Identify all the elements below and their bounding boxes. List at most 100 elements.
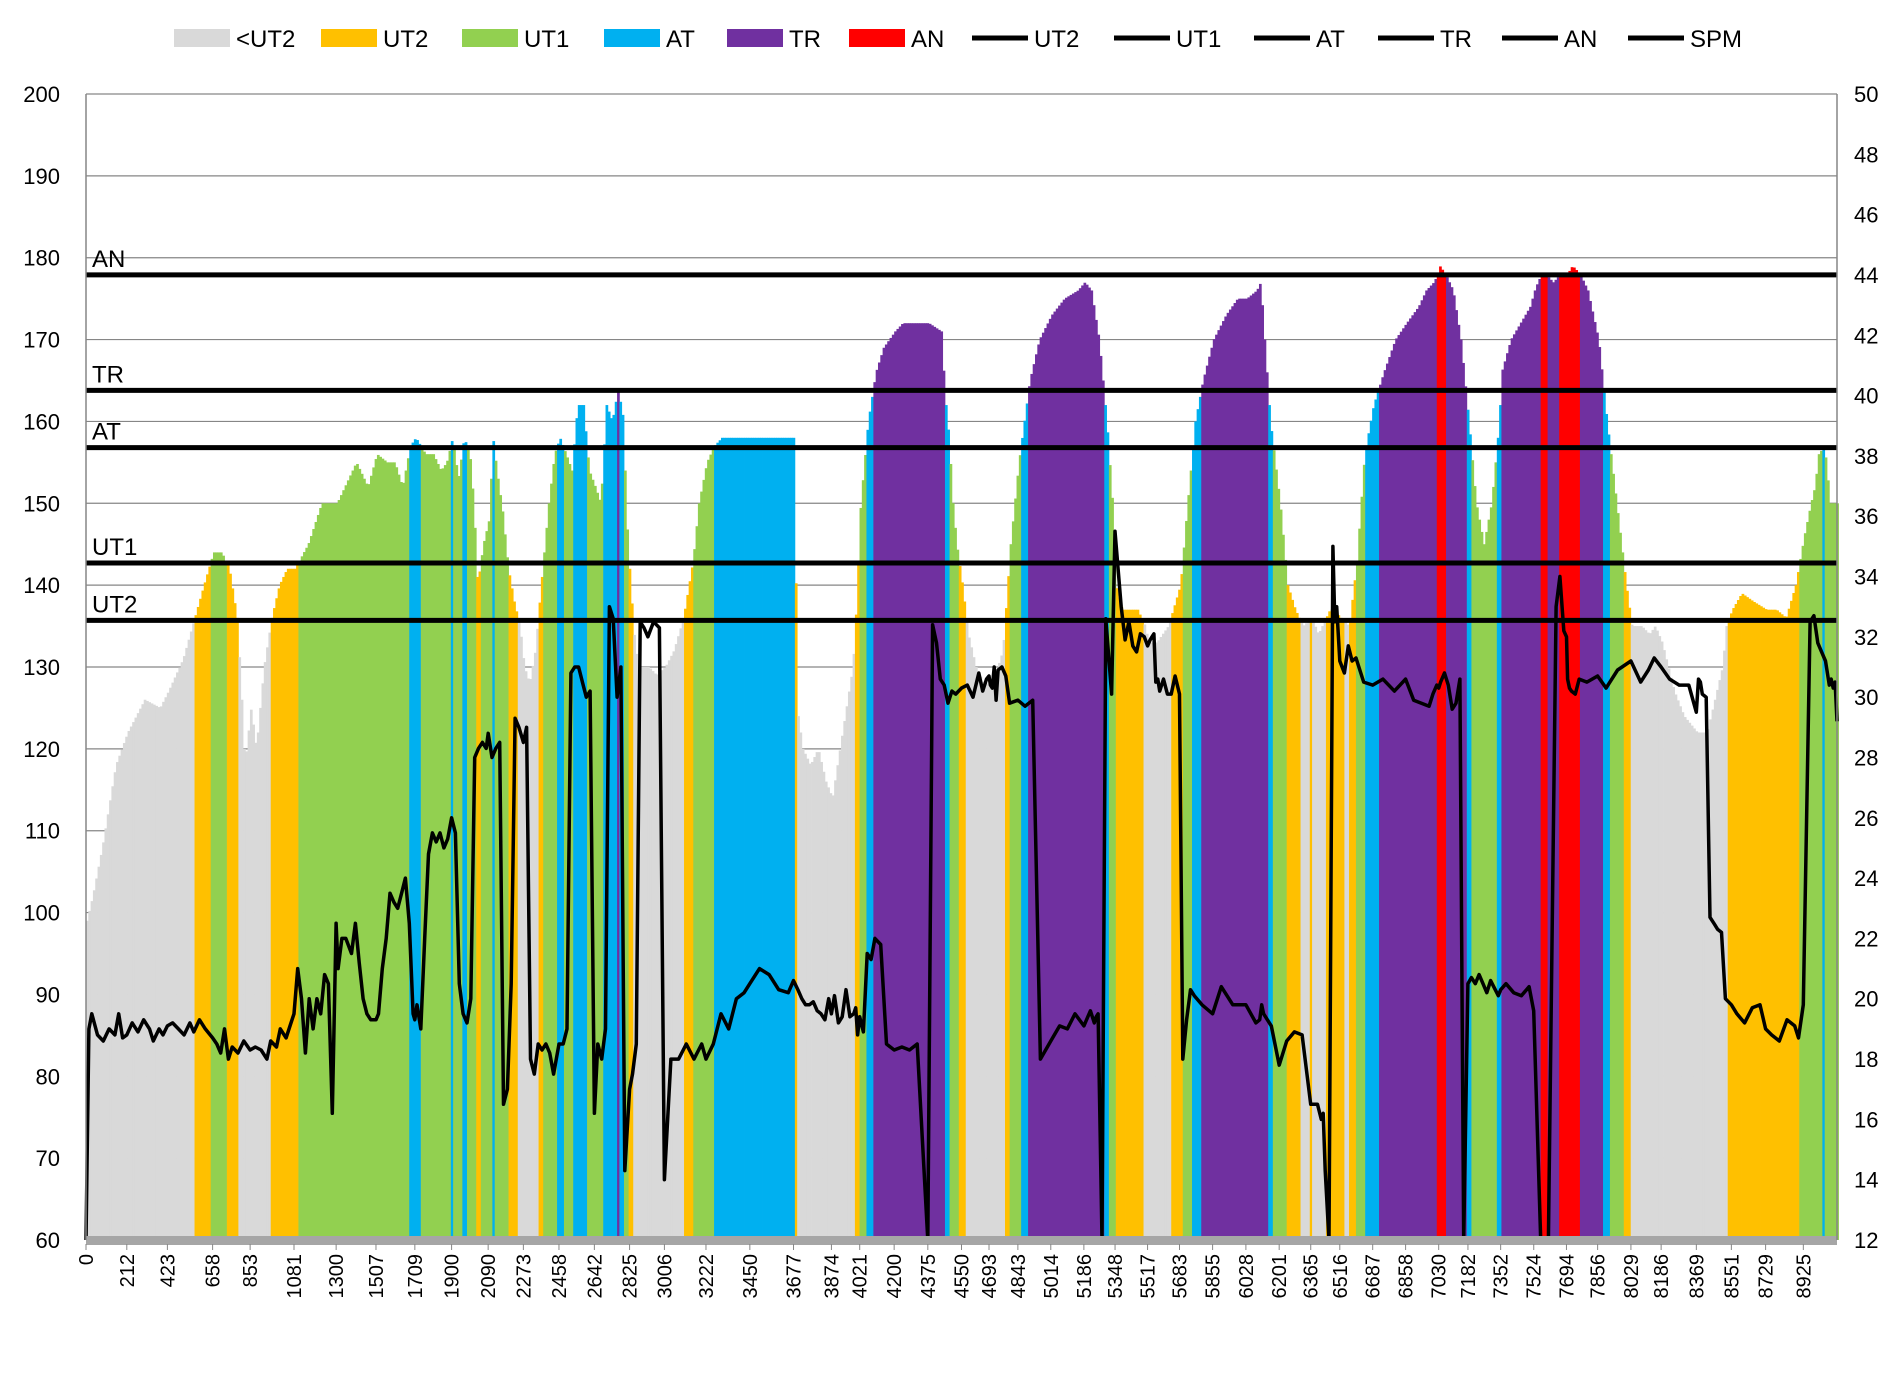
hr-bar bbox=[1593, 322, 1597, 1240]
hr-bar bbox=[1321, 626, 1325, 1240]
hr-bar bbox=[533, 652, 537, 1240]
hr-bar bbox=[1399, 331, 1403, 1240]
hr-bar bbox=[847, 691, 851, 1240]
hr-bar bbox=[1256, 288, 1260, 1240]
hr-bar bbox=[1718, 680, 1722, 1240]
hr-bar bbox=[432, 454, 436, 1241]
hr-bar bbox=[136, 713, 140, 1240]
hr-bar bbox=[741, 437, 745, 1240]
hr-bar bbox=[460, 459, 463, 1241]
hr-bar bbox=[970, 647, 974, 1240]
hr-bar bbox=[1831, 503, 1835, 1240]
hr-bar bbox=[1018, 455, 1022, 1240]
hr-bar bbox=[1577, 272, 1581, 1240]
hr-bar bbox=[1704, 732, 1708, 1240]
hr-bar bbox=[298, 560, 302, 1240]
hr-bar bbox=[1171, 613, 1174, 1240]
hr-bar bbox=[113, 772, 117, 1240]
hr-bar bbox=[330, 503, 334, 1240]
hr-bar bbox=[120, 749, 124, 1240]
hr-bar bbox=[226, 565, 230, 1240]
hr-bar bbox=[882, 347, 886, 1240]
x-tick-label: 5348 bbox=[1105, 1254, 1127, 1299]
hr-bar bbox=[769, 437, 773, 1240]
hr-bar bbox=[1023, 420, 1027, 1240]
hr-bar bbox=[164, 697, 168, 1240]
hr-bar bbox=[406, 458, 410, 1240]
hr-bar bbox=[307, 543, 311, 1240]
hr-bar bbox=[446, 460, 449, 1241]
hr-bar bbox=[734, 437, 738, 1240]
hr-bar bbox=[1175, 597, 1179, 1240]
hr-bar bbox=[582, 405, 586, 1240]
hr-bar bbox=[252, 724, 255, 1240]
hr-bar bbox=[573, 444, 576, 1240]
hr-bar bbox=[877, 362, 881, 1240]
y-left-tick-label: 100 bbox=[23, 901, 60, 926]
hr-bar bbox=[1790, 600, 1793, 1240]
hr-bar bbox=[1769, 609, 1772, 1240]
hr-bar bbox=[1097, 334, 1101, 1240]
hr-bar bbox=[711, 449, 715, 1240]
hr-bar bbox=[173, 677, 177, 1240]
hr-bar bbox=[926, 323, 930, 1240]
hr-bar bbox=[1796, 572, 1800, 1240]
x-tick-label: 8551 bbox=[1721, 1254, 1743, 1299]
hr-bar bbox=[1081, 285, 1084, 1240]
hr-bar bbox=[1150, 642, 1154, 1240]
hr-bar bbox=[935, 328, 939, 1241]
hr-bar bbox=[99, 854, 103, 1240]
hr-bar bbox=[1510, 338, 1514, 1240]
hr-bar bbox=[1434, 278, 1438, 1240]
hr-bar bbox=[880, 355, 884, 1241]
hr-bar bbox=[1443, 272, 1447, 1241]
hr-bar bbox=[1760, 606, 1763, 1240]
hr-bar bbox=[580, 405, 583, 1240]
hr-bar bbox=[552, 463, 556, 1241]
hr-bar bbox=[1764, 609, 1768, 1240]
hr-bar bbox=[522, 658, 526, 1240]
hr-bar bbox=[963, 601, 967, 1240]
hr-bar bbox=[1725, 626, 1729, 1240]
hr-bar bbox=[1501, 369, 1505, 1241]
hr-bar bbox=[1288, 592, 1292, 1240]
hr-bar bbox=[1138, 614, 1142, 1240]
hr-bar bbox=[790, 437, 793, 1240]
hr-bar bbox=[1612, 473, 1615, 1240]
hr-bar bbox=[718, 440, 722, 1240]
hr-bar bbox=[1152, 642, 1156, 1240]
hr-bar bbox=[1787, 608, 1791, 1240]
hr-bar bbox=[647, 667, 650, 1240]
hr-bar bbox=[1649, 633, 1652, 1240]
hr-bar bbox=[764, 437, 768, 1240]
hr-bar bbox=[806, 758, 810, 1240]
hr-bar bbox=[176, 672, 179, 1240]
hr-bar bbox=[240, 699, 244, 1240]
hr-bar bbox=[656, 674, 660, 1240]
hr-bar bbox=[921, 323, 925, 1240]
y-left-tick-label: 190 bbox=[23, 164, 60, 189]
hr-bar bbox=[1309, 618, 1313, 1240]
hr-bar bbox=[1099, 355, 1103, 1240]
hr-bar bbox=[1582, 280, 1585, 1240]
hr-bar bbox=[1409, 318, 1412, 1240]
x-tick-label: 1081 bbox=[284, 1254, 306, 1299]
hr-bar bbox=[1219, 325, 1223, 1240]
hr-bar bbox=[538, 602, 542, 1240]
spm-line bbox=[84, 529, 1839, 1242]
hr-bar bbox=[157, 707, 161, 1240]
x-tick-label: 423 bbox=[157, 1254, 179, 1287]
hr-bar bbox=[517, 621, 521, 1240]
hr-bar bbox=[831, 795, 835, 1240]
legend-label: AN bbox=[911, 26, 944, 53]
spm-line-group bbox=[84, 529, 1839, 1242]
threshold-lines: UT2 UT1 AT TR AN bbox=[86, 246, 1837, 623]
hr-bar bbox=[988, 683, 992, 1240]
hr-bar bbox=[942, 370, 946, 1241]
hr-bar bbox=[695, 526, 699, 1240]
hr-bar bbox=[358, 468, 362, 1240]
hr-bar bbox=[1566, 274, 1569, 1241]
hr-bar bbox=[109, 800, 112, 1240]
hr-bar bbox=[884, 344, 888, 1240]
hr-bar bbox=[681, 620, 685, 1240]
